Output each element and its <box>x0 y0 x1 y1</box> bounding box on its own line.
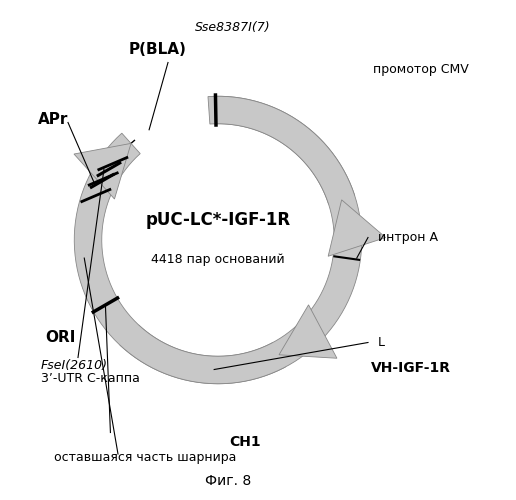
Text: оставшаяся часть шарнира: оставшаяся часть шарнира <box>54 451 237 464</box>
Text: VH-IGF-1R: VH-IGF-1R <box>370 360 450 374</box>
Text: промотор CMV: промотор CMV <box>373 64 469 76</box>
Text: CH1: CH1 <box>230 436 261 450</box>
Polygon shape <box>328 200 385 256</box>
Text: Sse8387I(7): Sse8387I(7) <box>195 21 271 34</box>
Text: ORI: ORI <box>45 330 76 345</box>
Polygon shape <box>74 96 362 384</box>
Polygon shape <box>213 96 354 204</box>
Polygon shape <box>279 305 337 358</box>
Text: APr: APr <box>38 112 69 128</box>
Text: P(BLA): P(BLA) <box>129 42 187 58</box>
Text: 3’-UTR C-каппа: 3’-UTR C-каппа <box>40 372 139 386</box>
Text: Фиг. 8: Фиг. 8 <box>205 474 251 488</box>
Text: FseI(2610): FseI(2610) <box>40 358 107 372</box>
Polygon shape <box>74 144 131 199</box>
Text: 4418 пар оснований: 4418 пар оснований <box>151 254 285 266</box>
Text: pUC-LC*-IGF-1R: pUC-LC*-IGF-1R <box>146 211 291 229</box>
Text: интрон A: интрон A <box>378 231 438 244</box>
Polygon shape <box>120 325 285 384</box>
Text: L: L <box>378 336 385 349</box>
